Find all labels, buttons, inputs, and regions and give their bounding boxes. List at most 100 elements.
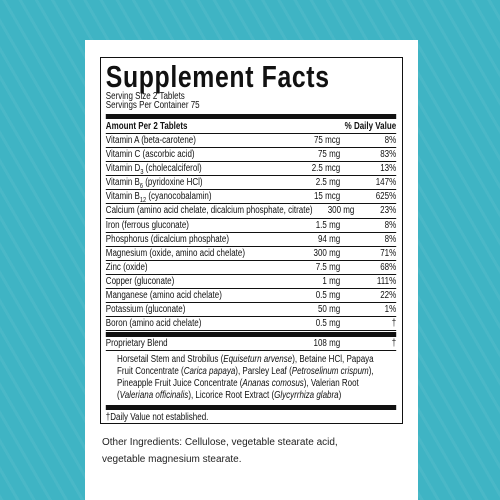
text: ), Pineapple Fruit Juice Concentrate (: [117, 366, 374, 390]
text: Vitamin B: [105, 177, 140, 189]
nutrient-name: Vitamin B12 (cyanocobalamin): [106, 190, 284, 204]
daily-value: 8%: [384, 135, 397, 146]
text: (cholecalciferol): [143, 163, 202, 175]
daily-value: 22%: [380, 290, 397, 302]
subscript: 3: [140, 169, 144, 177]
nutrient-name: Potassium (gluconate): [106, 303, 284, 316]
daily-value: 71%: [380, 247, 397, 259]
amount: 7.5 mg: [315, 261, 341, 273]
daily-value: 23%: [380, 205, 397, 217]
text: Manganese (amino acid chelate): [105, 290, 222, 302]
italic-name: Carica papaya: [183, 366, 236, 378]
amount: 75 mcg: [313, 135, 341, 146]
nutrient-row: Vitamin B12 (cyanocobalamin) 15 mcg 625%: [105, 190, 397, 205]
text: (pyridoxine HCl): [143, 177, 203, 189]
text: Zinc (oxide): [105, 261, 148, 273]
daily-value: 13%: [380, 163, 397, 175]
daily-value: 68%: [380, 261, 397, 273]
amount: 300 mg: [327, 205, 355, 217]
serving-size: Serving Size 2 Tablets: [105, 91, 185, 102]
blend-dv: †: [391, 338, 397, 350]
daily-value: 111%: [376, 275, 397, 287]
amount: 75 mg: [317, 149, 341, 161]
nutrient-name: Zinc (oxide): [106, 261, 284, 274]
other-ingredients: Other Ingredients: Cellulose, vegetable …: [102, 437, 338, 465]
amount: 2.5 mcg: [311, 163, 341, 175]
text: Iron (ferrous gluconate): [105, 219, 189, 231]
amount: 1 mg: [322, 275, 341, 287]
daily-value: 625%: [375, 191, 397, 203]
nutrient-row: Copper (gluconate) 1 mg 111%: [105, 275, 397, 290]
text: Horsetail Stem and Strobilus (: [117, 354, 224, 366]
daily-value: 8%: [384, 219, 397, 231]
nutrient-row: Vitamin D3 (cholecalciferol) 2.5 mcg 13%: [105, 162, 397, 177]
italic-name: Valeriana officinalis: [119, 390, 189, 402]
daily-value: 8%: [384, 233, 397, 245]
servings-per-container: Servings Per Container 75: [105, 100, 200, 111]
text: ), Valerian Root (: [117, 378, 359, 402]
nutrient-row: Magnesium (oxide, amino acid chelate) 300…: [105, 247, 397, 261]
nutrient-row: Vitamin C (ascorbic acid) 75 mg 83%: [105, 148, 397, 163]
blend-row: Proprietary Blend 108 mg †: [105, 337, 397, 352]
text: Phosphorus (dicalcium phosphate): [105, 233, 229, 245]
italic-name: Equiseturn arvense: [223, 354, 293, 366]
italic-name: Ananas comosus: [242, 378, 304, 390]
nutrient-name: Phosphorus (dicalcium phosphate): [106, 233, 284, 246]
text: Magnesium (oxide, amino acid chelate): [105, 247, 245, 259]
amount: 94 mg: [317, 233, 341, 245]
text: (cyanocobalamin): [146, 191, 212, 203]
nutrient-name: Vitamin D3 (cholecalciferol): [105, 162, 284, 177]
nutrient-row: Zinc (oxide) 7.5 mg 68%: [105, 261, 397, 275]
dv-header: % Daily Value: [344, 121, 397, 132]
daily-value: 147%: [375, 177, 397, 189]
divider: [105, 332, 397, 338]
nutrient-row: Iron (ferrous gluconate) 1.5 mg 8%: [105, 219, 397, 233]
amount: 2.5 mg: [315, 177, 341, 189]
text: Boron (amino acid chelate): [105, 318, 202, 330]
divider: [105, 405, 397, 411]
nutrient-name: Vitamin B6 (pyridoxine HCl): [105, 176, 284, 191]
subscript: 6: [139, 183, 144, 191]
nutrient-name: Iron (ferrous gluconate): [106, 219, 284, 232]
daily-value: 1%: [384, 304, 397, 316]
nutrient-row: Boron (amino acid chelate) 0.5 mg †: [105, 317, 397, 332]
italic-name: Petroselinum crispum: [291, 366, 369, 378]
amount: 300 mg: [313, 247, 341, 259]
amount: 0.5 mg: [315, 290, 341, 302]
divider: [105, 114, 397, 119]
text: ), Parsley Leaf (: [235, 366, 292, 378]
text: Calcium (amino acid chelate, dicalcium p…: [105, 205, 313, 217]
header-row: Amount Per 2 Tablets % Daily Value: [105, 119, 397, 134]
nutrient-row: Calcium (amino acid chelate, dicalcium p…: [105, 204, 397, 219]
amount: 50 mg: [317, 304, 341, 316]
nutrient-name: Boron (amino acid chelate): [106, 317, 284, 330]
nutrient-name: Vitamin C (ascorbic acid): [106, 148, 284, 161]
text: Vitamin A (beta-carotene): [105, 135, 196, 146]
daily-value: 83%: [380, 149, 397, 161]
nutrient-row: Phosphorus (dicalcium phosphate) 94 mg 8%: [105, 233, 397, 247]
footnote: †Daily Value not established.: [105, 412, 209, 424]
amount: 15 mcg: [313, 191, 341, 203]
text: Vitamin D: [105, 163, 141, 175]
amount: 1.5 mg: [315, 219, 341, 231]
text: ): [338, 390, 342, 402]
nutrient-name: Copper (gluconate): [106, 275, 284, 288]
nutrient-row: Vitamin B6 (pyridoxine HCl) 2.5 mg 147%: [105, 176, 397, 191]
blend-amount: 108 mg: [313, 338, 341, 350]
amount-header: Amount Per 2 Tablets: [105, 121, 188, 132]
nutrient-row: Potassium (gluconate) 50 mg 1%: [105, 303, 397, 318]
daily-value: †: [391, 318, 397, 330]
blend-name: Proprietary Blend: [105, 338, 168, 350]
nutrient-rows: Vitamin A (beta-carotene) 75 mcg 8% Vitamin…: [105, 134, 397, 332]
blend-description: Horsetail Stem and Strobilus (Equiseturn…: [106, 351, 396, 405]
nutrient-name: Manganese (amino acid chelate): [106, 289, 284, 302]
nutrient-row: Vitamin A (beta-carotene) 75 mcg 8%: [105, 134, 397, 149]
italic-name: Glycyrrhiza glabra: [274, 390, 339, 402]
nutrient-name: Magnesium (oxide, amino acid chelate): [106, 247, 284, 260]
nutrient-name: Calcium (amino acid chelate, dicalcium p…: [106, 204, 313, 217]
text: ), Betaine HCl, Papaya Fruit Concentrate…: [117, 354, 374, 378]
text: ), Licorice Root Extract (: [188, 390, 275, 402]
amount: 0.5 mg: [315, 318, 341, 330]
nutrient-name: Vitamin A (beta-carotene): [106, 134, 284, 147]
